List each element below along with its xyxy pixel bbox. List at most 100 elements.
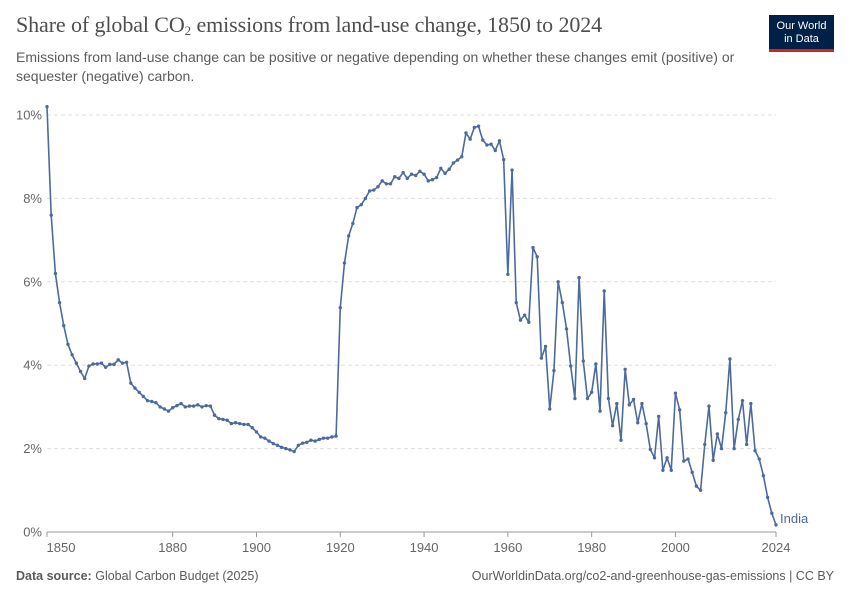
data-point (623, 367, 627, 372)
data-source-label: Data source: (16, 569, 92, 583)
data-point (481, 138, 485, 142)
data-point (640, 401, 644, 406)
data-point (254, 430, 259, 434)
data-point (602, 289, 606, 293)
data-point (744, 442, 749, 447)
data-point (514, 300, 518, 305)
data-point (715, 432, 720, 436)
data-point (757, 457, 761, 461)
data-point (443, 171, 447, 176)
data-point (569, 364, 573, 368)
x-axis: 1850 1880 1900 1920 1940 1960 1980 2000 2024 (46, 531, 791, 555)
data-point (501, 157, 506, 162)
data-point (158, 405, 162, 409)
x-tick-label: 1960 (493, 540, 522, 555)
data-point (346, 234, 351, 238)
title-subscript: 2 (184, 23, 192, 38)
data-point (321, 436, 326, 440)
data-point (179, 401, 183, 406)
data-point (397, 176, 401, 181)
data-point (238, 421, 242, 426)
data-point (116, 358, 120, 362)
data-point (669, 468, 673, 472)
data-point (573, 396, 577, 401)
data-point (409, 172, 414, 176)
data-point (489, 142, 493, 146)
data-point (673, 391, 678, 395)
series-label: India (780, 511, 809, 526)
x-tick-label: 2024 (762, 540, 791, 555)
data-point (686, 457, 690, 461)
data-point (267, 439, 271, 443)
data-point (740, 398, 745, 403)
data-point (103, 365, 108, 369)
data-point (644, 421, 648, 426)
data-point (430, 177, 435, 182)
data-point (275, 443, 280, 447)
data-point (711, 458, 715, 462)
data-point (564, 327, 569, 331)
source-url[interactable]: OurWorldinData.org/co2-and-greenhouse-ga… (471, 569, 834, 583)
data-point (91, 362, 95, 366)
data-point (62, 323, 66, 328)
chart-series: India (45, 104, 809, 527)
data-point (175, 403, 179, 408)
data-point (619, 438, 623, 442)
data-point (288, 448, 292, 452)
data-point (627, 403, 632, 407)
data-point (451, 161, 456, 165)
data-point (363, 196, 368, 201)
data-point (183, 405, 187, 409)
data-point (338, 305, 342, 310)
y-tick-label: 8% (23, 191, 42, 206)
data-point (610, 423, 615, 428)
series-line-india (46, 106, 777, 526)
y-tick-label: 0% (23, 525, 42, 540)
title-rest: emissions from land-use change, 1850 to … (191, 12, 603, 37)
data-point (66, 342, 70, 347)
data-point (531, 245, 535, 250)
data-point (648, 447, 653, 452)
data-point (464, 131, 468, 135)
data-point (108, 362, 112, 367)
data-point (447, 167, 451, 171)
data-point (162, 407, 167, 411)
data-point (497, 139, 502, 143)
title-main: Share of global CO (16, 12, 185, 37)
data-point (652, 456, 657, 460)
logo-line-1: Our World (776, 20, 827, 32)
y-tick-label: 2% (23, 441, 42, 456)
y-tick-label: 6% (23, 274, 42, 289)
data-point (707, 404, 711, 408)
data-source-value[interactable]: Global Carbon Budget (2025) (95, 569, 259, 583)
data-point (434, 175, 439, 180)
data-point (326, 436, 330, 440)
data-point (342, 261, 347, 265)
data-point (355, 205, 359, 210)
data-point (95, 362, 99, 366)
data-point (677, 408, 682, 412)
data-point (388, 182, 393, 186)
owid-logo[interactable]: Our World in Data (769, 15, 834, 52)
data-point (506, 272, 510, 276)
data-point (518, 318, 523, 322)
data-point (221, 417, 225, 422)
data-point (208, 404, 213, 408)
data-point (229, 421, 234, 426)
chart-subtitle: Emissions from land-use change can be po… (16, 49, 735, 84)
data-point (439, 166, 443, 171)
data-point (166, 409, 171, 413)
data-point (560, 300, 565, 305)
x-tick-label: 1920 (326, 540, 355, 555)
data-point (548, 407, 552, 411)
data-point (170, 406, 175, 410)
data-point (539, 356, 544, 360)
data-point (150, 399, 154, 404)
data-point (45, 104, 49, 109)
data-point (242, 422, 246, 427)
data-point (732, 446, 736, 451)
data-point (527, 320, 531, 324)
data-point (154, 401, 158, 405)
logo-line-2: in Data (784, 33, 819, 45)
data-point (57, 300, 62, 305)
